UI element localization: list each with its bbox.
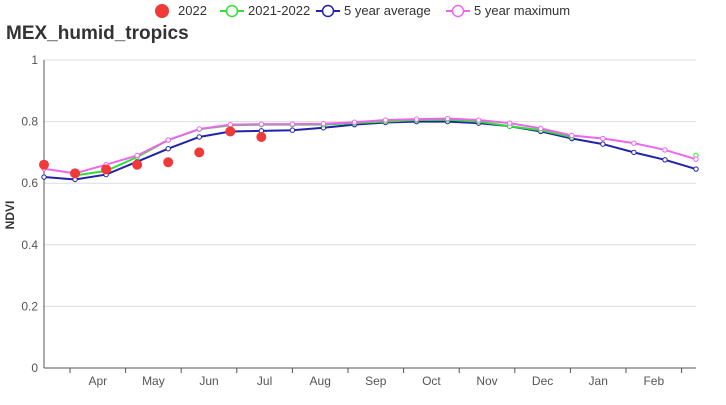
data-point xyxy=(289,127,296,133)
series-5-year-average xyxy=(41,118,699,183)
legend-label: 5 year average xyxy=(344,3,431,18)
data-point xyxy=(41,174,47,180)
legend-label: 2021-2022 xyxy=(248,3,310,18)
data-point xyxy=(256,132,267,142)
y-tick-label: 0.2 xyxy=(21,299,38,313)
legend-swatch-marker xyxy=(155,4,169,18)
data-point xyxy=(600,141,606,147)
x-tick-label: Feb xyxy=(643,374,664,388)
data-point xyxy=(413,116,420,122)
y-tick-label: 0.6 xyxy=(21,176,38,190)
data-point xyxy=(631,149,637,156)
legend-item: 2022 xyxy=(155,3,207,18)
data-point xyxy=(351,119,358,125)
x-tick-label: May xyxy=(142,374,165,388)
data-point xyxy=(225,126,236,137)
data-point xyxy=(134,152,140,159)
data-point xyxy=(693,166,699,172)
legend-label: 5 year maximum xyxy=(474,3,570,18)
x-tick-label: Dec xyxy=(532,374,553,388)
data-point xyxy=(194,147,205,158)
y-tick-label: 1 xyxy=(31,53,38,67)
data-point xyxy=(444,115,451,122)
legend-item: 5 year average xyxy=(316,3,431,18)
legend-label: 2022 xyxy=(178,3,207,18)
data-point xyxy=(163,157,174,168)
data-point xyxy=(39,159,49,170)
data-point xyxy=(475,117,482,123)
data-point xyxy=(600,135,606,142)
legend-swatch-marker xyxy=(451,4,465,18)
series-2022 xyxy=(39,126,267,179)
x-tick-label: Jan xyxy=(589,374,608,388)
grid xyxy=(44,59,696,307)
x-tick-label: Jun xyxy=(199,374,218,388)
legend-item: 5 year maximum xyxy=(446,3,570,18)
legend-swatch-marker xyxy=(321,4,335,18)
data-point xyxy=(227,121,233,128)
legend: 2022 2021-2022 5 year average 5 year maximu… xyxy=(155,3,570,18)
data-point xyxy=(662,147,668,153)
y-tick-label: 0 xyxy=(31,361,38,375)
data-point xyxy=(289,121,296,127)
data-point xyxy=(132,159,143,170)
series-line xyxy=(43,117,697,175)
data-point xyxy=(693,156,699,162)
series-line xyxy=(43,120,697,181)
series xyxy=(39,115,699,183)
data-point xyxy=(165,146,171,152)
x-tick-label: Nov xyxy=(476,374,497,388)
legend-item: 2021-2022 xyxy=(220,3,310,18)
x-tick-label: Oct xyxy=(422,374,441,388)
data-point xyxy=(631,140,637,146)
chart-title: MEX_humid_tropics xyxy=(6,23,189,44)
data-point xyxy=(507,120,513,126)
x-tick-label: Sep xyxy=(365,374,387,388)
data-point xyxy=(320,121,327,127)
data-point xyxy=(196,126,202,132)
data-point xyxy=(538,125,544,132)
data-point xyxy=(662,157,668,163)
data-point xyxy=(196,134,202,140)
legend-swatch-marker xyxy=(225,4,239,18)
data-point xyxy=(165,137,171,143)
data-point xyxy=(258,121,265,127)
x-tick-label: Apr xyxy=(88,374,107,388)
y-tick-label: 0.4 xyxy=(21,238,38,252)
axes: 0 0.2 0.4 0.6 0.8 1 Apr May Jun Jul Aug Sep Oct Nov De… xyxy=(21,53,696,388)
x-tick-label: Jul xyxy=(257,374,272,388)
y-axis-label: NDVI xyxy=(3,201,17,230)
x-tick-label: Aug xyxy=(310,374,331,388)
data-point xyxy=(101,164,112,175)
data-point xyxy=(569,132,575,139)
data-point xyxy=(382,117,389,123)
data-point xyxy=(70,168,81,179)
y-tick-label: 0.8 xyxy=(21,115,38,129)
